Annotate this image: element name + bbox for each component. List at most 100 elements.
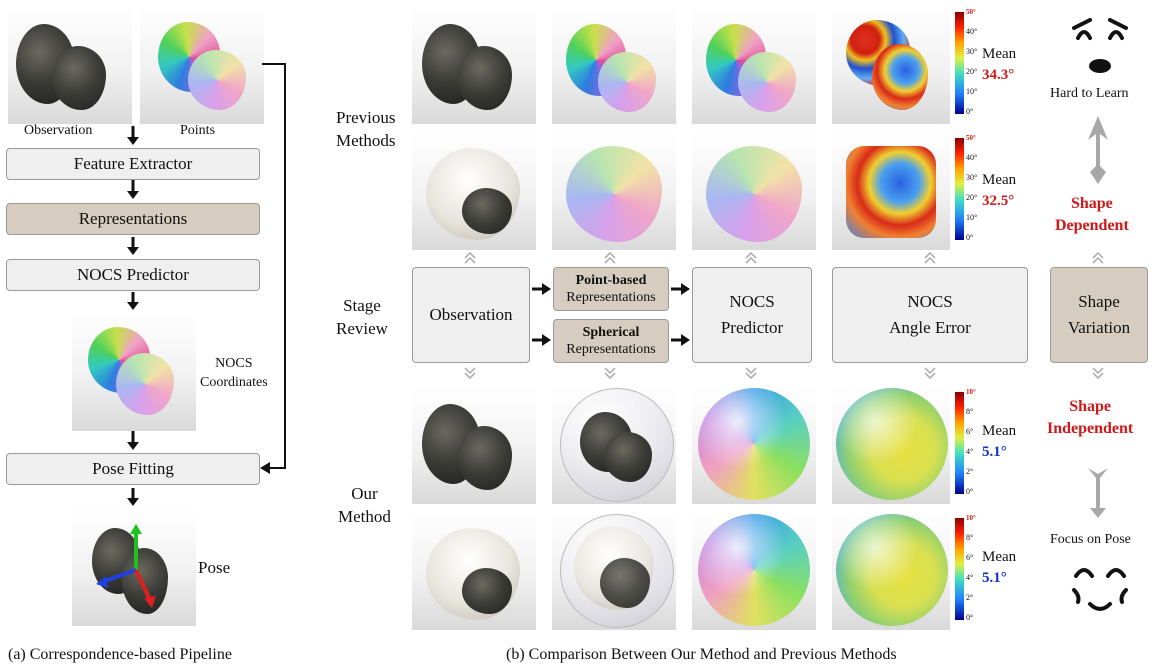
hard-to-learn-label: Hard to Learn (1050, 86, 1129, 101)
tick: 2° (966, 593, 974, 602)
our-row1-observation (412, 386, 536, 504)
colorbar-row1-ticks: 50° 40° 30° 20° 10° 0° (966, 8, 988, 120)
our-row2-angle-error (832, 512, 950, 630)
tick: 0° (966, 613, 974, 622)
our-row1-representation (552, 386, 676, 504)
prev-row1-angle-error (832, 6, 950, 124)
nocs-predictor-label: NOCS Predictor (77, 265, 189, 284)
left-caption: (a) Correspondence-based Pipeline (8, 646, 232, 663)
tick: 40° (966, 153, 978, 162)
mean-row2: Mean 32.5° (982, 170, 1016, 212)
observation-stage-label: Observation (429, 305, 513, 324)
prev-row2-angle-error (832, 132, 950, 250)
nocs-predictor-box: NOCS Predictor (6, 259, 260, 291)
tick: 8° (966, 407, 974, 416)
mean-value: 32.5° (982, 193, 1015, 209)
tick: 2° (966, 467, 974, 476)
pose-image (72, 508, 196, 626)
tick: 10° (966, 388, 976, 396)
point-based-rest: Representations (566, 290, 656, 305)
point-based-bold: Point-based (575, 273, 647, 288)
tick: 30° (966, 47, 978, 56)
shape-independent-line2: Independent (1047, 420, 1134, 437)
stage-review-line1: Stage (343, 296, 381, 315)
sad-face-icon (1072, 18, 1128, 73)
our-method-label: Our Method (338, 482, 391, 528)
mean-label: Mean (982, 46, 1017, 62)
tick: 10° (966, 213, 978, 222)
shape-variation-line2: Variation (1067, 318, 1131, 337)
our-row2-representation (552, 512, 676, 630)
shape-variation-box: Shape Variation (1050, 267, 1148, 363)
previous-methods-line2: Methods (336, 131, 396, 150)
our-row2-observation (412, 512, 536, 630)
observation-image (8, 6, 132, 124)
colorbar-row2 (955, 138, 964, 240)
tick: 6° (966, 553, 974, 562)
tick: 10° (966, 87, 978, 96)
tick: 4° (966, 573, 974, 582)
colorbar-row3-ticks: 10° 8° 6° 4° 2° 0° (966, 388, 988, 500)
previous-methods-label: Previous Methods (336, 106, 396, 152)
points-image (140, 6, 264, 124)
our-row1-nocs (692, 386, 816, 504)
colorbar-row3 (955, 392, 964, 494)
observation-stage-box: Observation (412, 267, 530, 363)
feature-extractor-label: Feature Extractor (73, 154, 193, 173)
nocs-coordinates-line1: NOCS (215, 356, 253, 371)
nocs-coordinates-line2: Coordinates (200, 375, 268, 390)
nocs-predictor-line2: Predictor (720, 318, 784, 337)
tick: 50° (966, 134, 976, 142)
tick: 8° (966, 533, 974, 542)
tick: 0° (966, 487, 974, 496)
nocs-predictor-line1: NOCS (729, 292, 775, 311)
left-flow-arrows (127, 63, 286, 506)
tick: 0° (966, 233, 974, 242)
shape-dependent-label: Shape Dependent (1055, 193, 1129, 237)
tick: 4° (966, 447, 974, 456)
happy-face-icon (1072, 568, 1128, 611)
representations-box: Representations (6, 203, 260, 235)
colorbar-row2-ticks: 50° 40° 30° 20° 10° 0° (966, 134, 988, 246)
mean-value: 34.3° (982, 67, 1015, 83)
prev-row1-observation (412, 6, 536, 124)
tick: 10° (966, 514, 976, 522)
nocs-coordinates-label: NOCS Coordinates (200, 354, 268, 392)
spherical-rest: Representations (566, 342, 656, 357)
shape-variation-line1: Shape (1078, 292, 1120, 311)
prev-row1-nocs (692, 6, 816, 124)
nocs-predictor-stage-box: NOCS Predictor (692, 267, 812, 363)
mean-row4: Mean 5.1° (982, 547, 1016, 589)
mean-label: Mean (982, 423, 1017, 439)
mean-value: 5.1° (982, 570, 1007, 586)
point-based-box: Point-based Representations (553, 267, 669, 311)
shape-dependent-line2: Dependent (1055, 217, 1129, 234)
angle-error-box: NOCS Angle Error (832, 267, 1028, 363)
shape-independent-label: Shape Independent (1047, 396, 1133, 440)
right-caption: (b) Comparison Between Our Method and Pr… (506, 646, 897, 663)
mean-row3: Mean 5.1° (982, 421, 1016, 463)
prev-row2-representation (552, 132, 676, 250)
our-row1-angle-error (832, 386, 950, 504)
colorbar-row4 (955, 518, 964, 620)
our-method-line1: Our (351, 484, 378, 503)
our-method-line2: Method (338, 507, 391, 526)
pose-label: Pose (198, 558, 231, 577)
mean-label: Mean (982, 549, 1017, 565)
stage-review-line2: Review (336, 319, 388, 338)
colorbar-row1 (955, 12, 964, 114)
pose-fitting-box: Pose Fitting (6, 453, 260, 485)
representations-label: Representations (78, 209, 188, 228)
mean-label: Mean (982, 172, 1017, 188)
angle-error-line1: NOCS (907, 292, 953, 311)
focus-on-pose-label: Focus on Pose (1050, 532, 1131, 547)
colorbar-row4-ticks: 10° 8° 6° 4° 2° 0° (966, 514, 988, 626)
spherical-box: Spherical Representations (553, 319, 669, 363)
prev-row1-representation (552, 6, 676, 124)
tick: 40° (966, 27, 978, 36)
spherical-bold: Spherical (582, 325, 640, 340)
nocs-coordinates-image (72, 313, 196, 431)
angle-error-line2: Angle Error (889, 318, 971, 337)
points-label: Points (180, 123, 216, 138)
